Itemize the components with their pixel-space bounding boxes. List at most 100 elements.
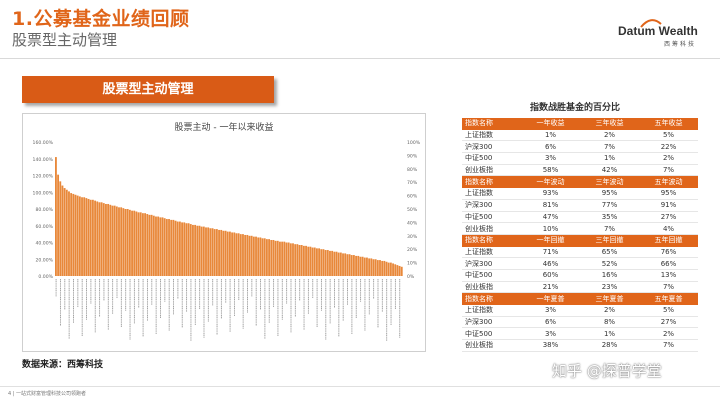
table-header-cell: 指数名称	[462, 175, 521, 189]
bar	[196, 225, 199, 276]
page-subtitle: 股票型主动管理	[12, 31, 118, 49]
table-cell: 16%	[580, 269, 639, 282]
table-row: 上证指数 1% 2% 5%	[462, 129, 698, 142]
bar	[163, 218, 166, 276]
bar	[359, 256, 362, 276]
table-cell: 7%	[580, 222, 639, 235]
table-cell: 创业板指	[462, 339, 521, 352]
table-cell: 27%	[639, 211, 698, 224]
bar	[168, 219, 170, 276]
bar	[139, 212, 142, 276]
right-tick-label: 100%	[407, 140, 421, 146]
bar	[346, 254, 349, 276]
bar	[131, 210, 133, 276]
bar	[392, 263, 394, 276]
table-row: 创业板指 58% 42% 7%	[462, 164, 698, 177]
bar	[311, 247, 314, 276]
right-tick-label: 0%	[407, 274, 415, 280]
left-tick-label: 160.00%	[33, 140, 54, 146]
table-header-row: 指数名称 一年回撤 三年回撤 五年回撤	[462, 234, 698, 247]
table-cell: 2%	[639, 327, 698, 341]
table-cell: 46%	[521, 257, 580, 270]
bar	[124, 209, 127, 276]
bar	[113, 205, 116, 276]
bar	[161, 217, 164, 277]
bar	[150, 214, 153, 276]
table-cell: 创业板指	[462, 222, 521, 235]
bar	[76, 195, 79, 276]
bar	[235, 233, 238, 276]
bar	[183, 222, 186, 276]
table-cell: 3%	[521, 327, 580, 341]
table-row: 创业板指 10% 7% 4%	[462, 222, 698, 235]
bar	[102, 203, 105, 276]
bar	[220, 229, 223, 276]
bar	[350, 255, 353, 276]
bar	[224, 230, 227, 277]
table-header-cell: 指数名称	[462, 118, 521, 130]
table-header-row: 指数名称 一年夏普 三年夏普 五年夏普	[462, 292, 698, 305]
table-cell: 2%	[580, 129, 639, 142]
bar	[281, 241, 284, 276]
table-row: 沪深300 46% 52% 66%	[462, 257, 698, 270]
bar	[94, 200, 96, 277]
bar	[128, 209, 131, 276]
bar	[305, 245, 307, 276]
bar	[170, 219, 173, 276]
table-cell: 2%	[639, 152, 698, 165]
logo-text: Datum Wealth	[618, 24, 698, 38]
table-cell: 28%	[580, 339, 639, 352]
bar	[337, 252, 340, 276]
table-header-cell: 三年收益	[580, 118, 639, 130]
table-cell: 中证500	[462, 152, 521, 165]
watermark: 知乎 @探普学堂	[552, 362, 662, 380]
table-header-cell: 指数名称	[462, 292, 521, 305]
bar	[313, 247, 316, 276]
table-row: 上证指数 71% 65% 76%	[462, 246, 698, 259]
left-tick-label: 120.00%	[33, 174, 54, 180]
table-cell: 23%	[580, 281, 639, 294]
logo-subtext: 西筹科技	[664, 41, 697, 48]
bar	[83, 197, 86, 276]
bar	[85, 198, 88, 276]
right-tick-label: 50%	[407, 207, 418, 213]
right-tick-label: 70%	[407, 180, 418, 186]
bar	[178, 221, 181, 276]
bar	[398, 265, 401, 276]
table-cell: 上证指数	[462, 129, 521, 142]
bar	[242, 234, 244, 277]
bar	[361, 256, 364, 276]
bar	[187, 223, 190, 276]
bar	[289, 243, 292, 276]
bar	[189, 224, 192, 276]
bar	[307, 246, 310, 276]
table-cell: 21%	[521, 281, 580, 294]
bar	[63, 188, 66, 276]
chart-container: 股票主动 - 一年以来收益 0.00% 20.00% 40.00% 60.00% 80.…	[22, 113, 426, 352]
bar	[370, 258, 373, 276]
table-cell: 中证500	[462, 327, 521, 341]
bar	[276, 240, 279, 276]
bar	[222, 230, 225, 277]
bar	[111, 205, 114, 276]
table-cell: 3%	[521, 152, 580, 165]
table-cell: 95%	[639, 187, 698, 200]
table-cell: 沪深300	[462, 316, 521, 329]
table-cell: 10%	[521, 222, 580, 235]
table-cell: 6%	[521, 316, 580, 329]
chart-title: 股票主动 - 一年以来收益	[175, 121, 274, 133]
bar	[263, 238, 266, 276]
bar	[142, 213, 144, 276]
bar	[383, 260, 386, 277]
bar	[165, 219, 168, 276]
bar	[296, 244, 299, 276]
table-cell: 7%	[639, 164, 698, 177]
table-row: 上证指数 93% 95% 95%	[462, 187, 698, 200]
bar	[211, 228, 214, 276]
bar	[268, 239, 270, 276]
table-header-row: 指数名称 一年波动 三年波动 五年波动	[462, 175, 698, 189]
table-row: 中证500 3% 1% 2%	[462, 152, 698, 165]
bar	[318, 248, 321, 276]
bar	[57, 174, 60, 276]
bar	[185, 223, 188, 276]
